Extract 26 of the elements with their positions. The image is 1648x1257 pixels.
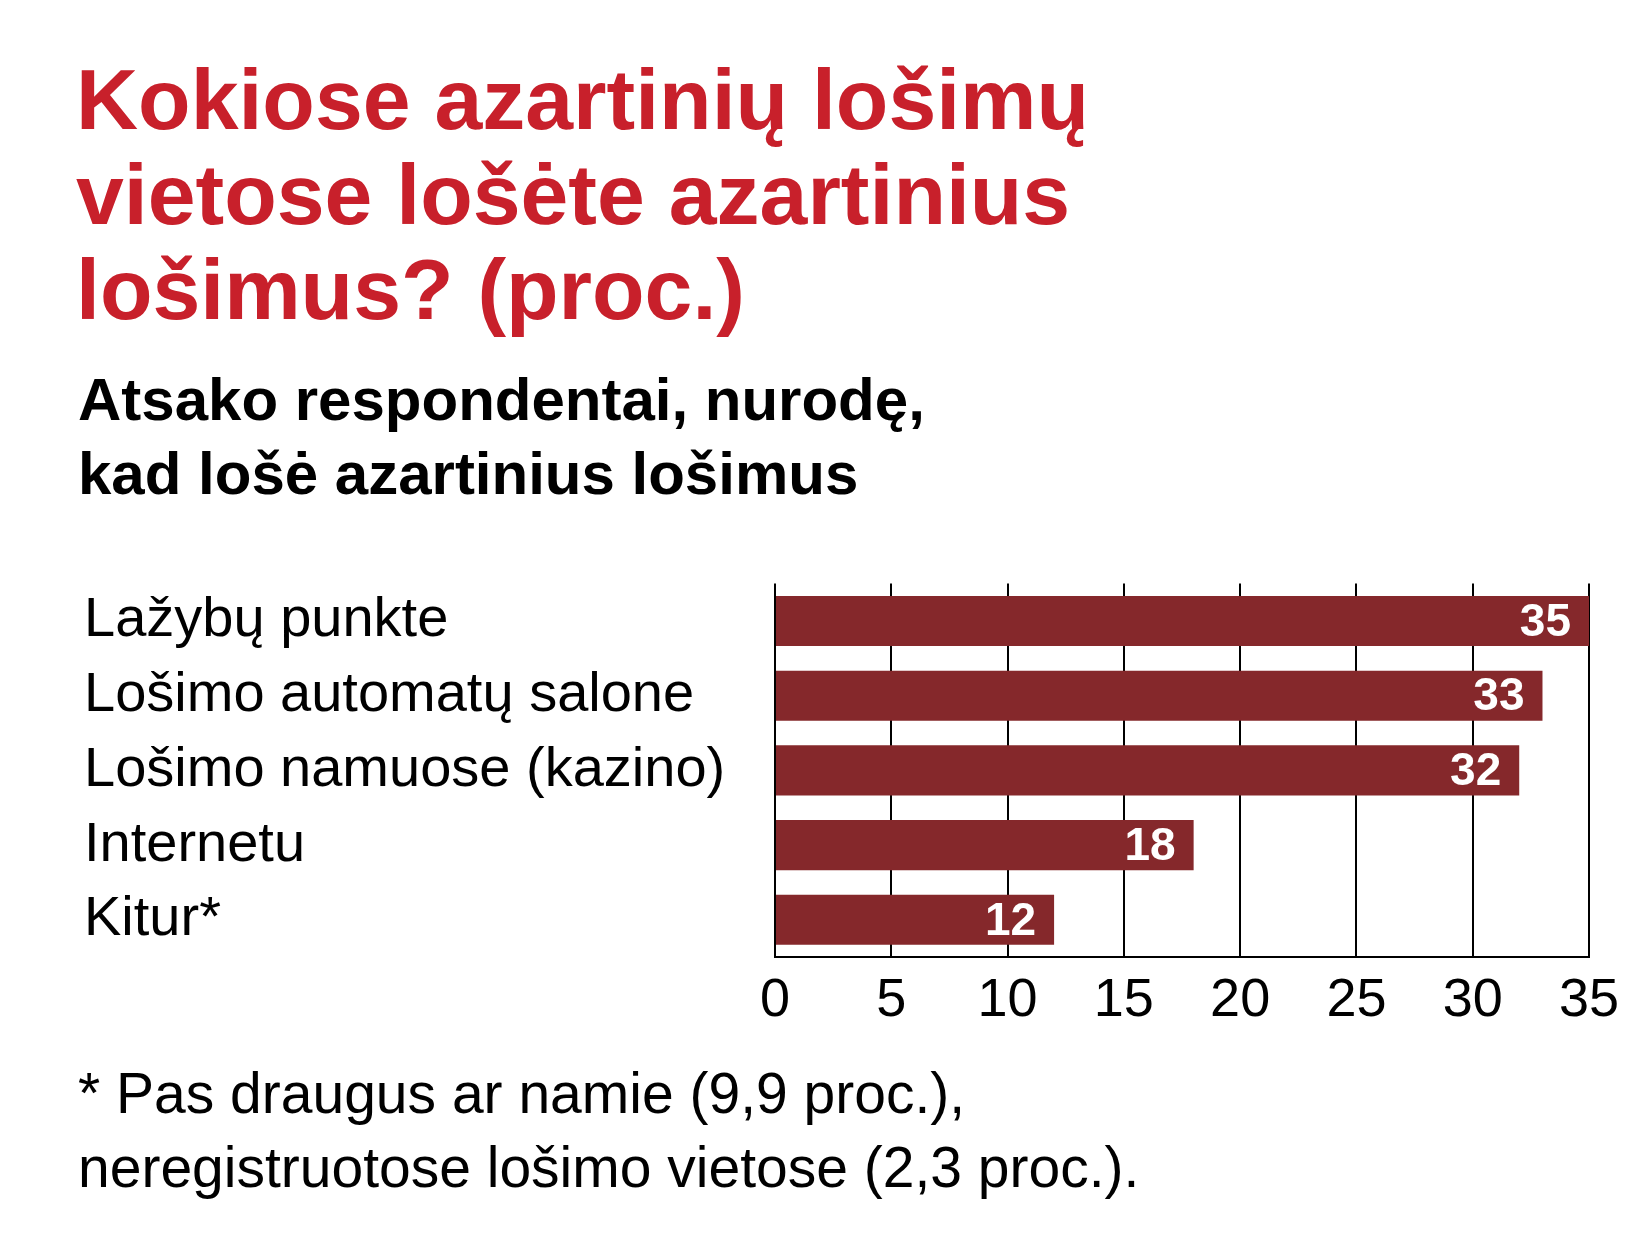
x-tick-label: 35 xyxy=(1558,967,1620,1028)
x-tick-label: 20 xyxy=(1210,967,1271,1028)
bar xyxy=(776,894,1055,945)
chart-subtitle: Atsako respondentai, nurodę, kad lošė azartinius lošimus xyxy=(78,365,926,509)
x-tick-label: 15 xyxy=(1093,967,1154,1028)
data-label: 18 xyxy=(1124,817,1176,870)
bar xyxy=(776,745,1520,796)
x-tick-label: 0 xyxy=(759,967,791,1028)
x-tick-label: 10 xyxy=(977,967,1038,1028)
x-tick-label: 30 xyxy=(1442,967,1503,1028)
text: * Pas draugus ar namie (9,9 proc.), neregistruotose lošimo vietose (2,3 proc.). xyxy=(78,1060,1141,1201)
data-label: 35 xyxy=(1519,593,1571,646)
chart-title: Kokiose azartinių lošimų vietose lošėte azartinius lošimus? (proc.) xyxy=(76,51,1091,337)
data-label: 32 xyxy=(1450,743,1502,796)
data-label: 33 xyxy=(1473,668,1525,721)
y-tick-label: Kitur* xyxy=(84,884,221,948)
y-tick-label: Internetu xyxy=(84,809,306,873)
x-tick-label: 5 xyxy=(876,967,907,1028)
y-tick-label: Lošimo automatų salone xyxy=(84,660,695,724)
bar xyxy=(776,820,1194,871)
y-tick-label: Lažybų punkte xyxy=(84,585,449,649)
bar xyxy=(776,670,1543,721)
y-tick-label: Lošimo namuose (kazino) xyxy=(84,734,726,798)
data-label: 12 xyxy=(984,892,1037,945)
x-tick-label: 25 xyxy=(1326,967,1387,1028)
bar xyxy=(776,595,1589,646)
